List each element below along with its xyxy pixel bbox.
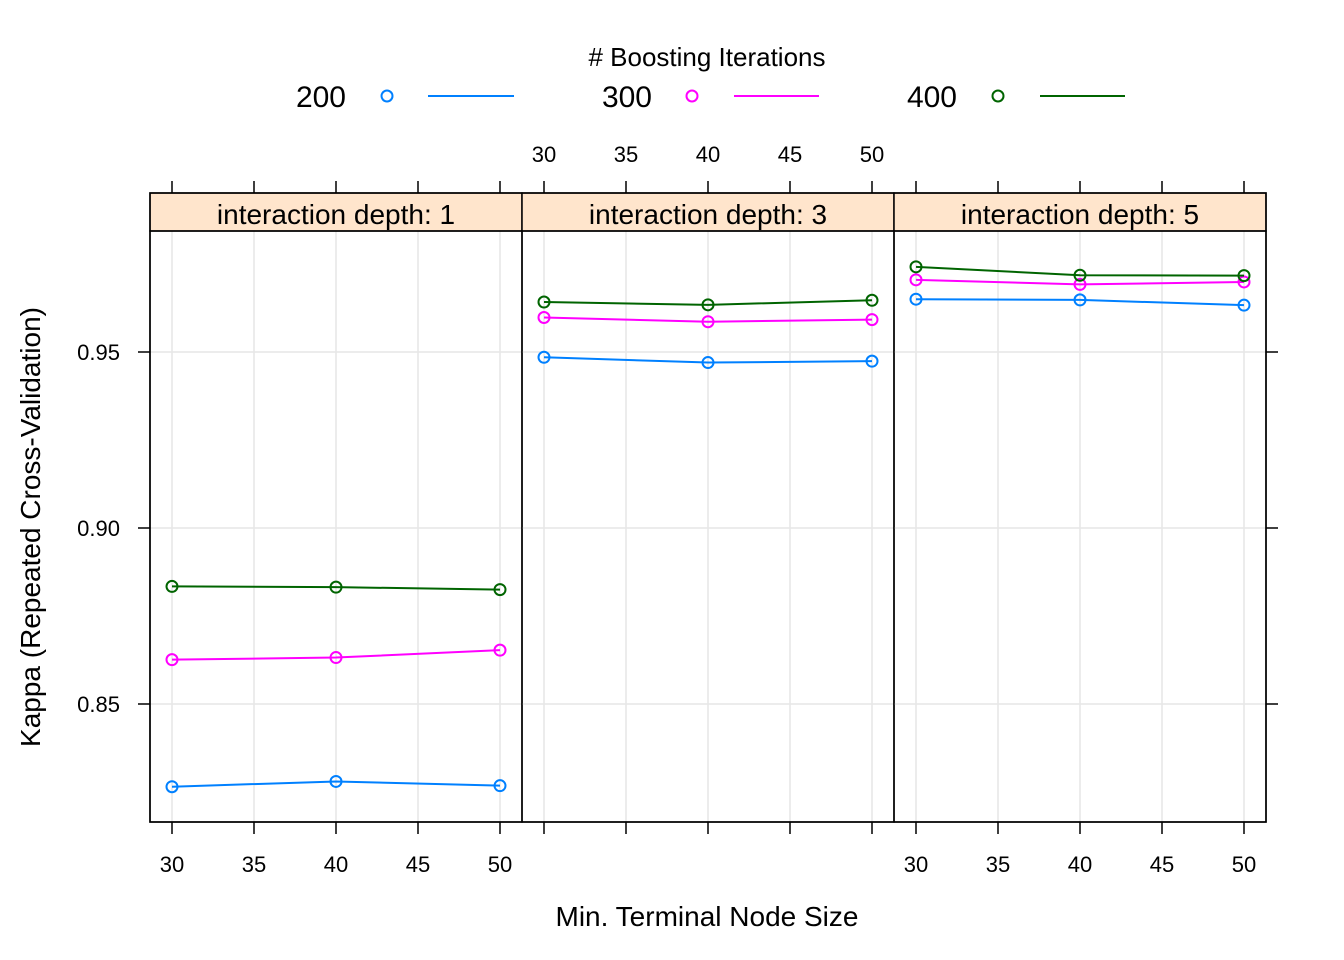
x-tick-label-bottom: 40 [324, 852, 348, 877]
legend-items: 200 300 400 [296, 81, 1125, 114]
x-tick-label-top: 50 [860, 142, 884, 167]
series-line-200 [543, 356, 873, 364]
series-line-300 [915, 278, 1245, 286]
point-300 [865, 313, 879, 327]
series-line-400 [543, 299, 873, 306]
axes: 30 35 40 45 50 30 35 40 45 50 30 35 40 45 50 0.85 0.90 0.… [77, 142, 1278, 877]
point-300 [329, 651, 343, 665]
x-tick-label-top: 35 [614, 142, 638, 167]
point-300 [165, 653, 179, 667]
x-tick-label-bottom: 50 [1232, 852, 1256, 877]
point-400 [1073, 268, 1087, 282]
x-tick-label-bottom: 30 [904, 852, 928, 877]
legend-point-300 [685, 89, 699, 103]
point-300 [1237, 275, 1251, 289]
series-line-200 [171, 780, 501, 788]
point-300 [1073, 277, 1087, 291]
strip-background [893, 192, 1267, 232]
y-tick-label: 0.90 [77, 516, 120, 541]
y-tick-label: 0.85 [77, 692, 120, 717]
series-line-400 [915, 265, 1245, 277]
point-400 [165, 579, 179, 593]
x-tick-label-bottom: 45 [1150, 852, 1174, 877]
point-200 [909, 292, 923, 306]
point-300 [701, 315, 715, 329]
x-tick-label-bottom: 45 [406, 852, 430, 877]
point-400 [909, 260, 923, 274]
point-300 [909, 273, 923, 287]
x-tick-label-top: 40 [696, 142, 720, 167]
legend-label-300: 300 [602, 81, 652, 114]
x-tick-label-bottom: 30 [160, 852, 184, 877]
strip-label: interaction depth: 5 [961, 199, 1199, 230]
x-tick-label-bottom: 40 [1068, 852, 1092, 877]
point-400 [865, 293, 879, 307]
x-tick-label-bottom: 35 [242, 852, 266, 877]
point-400 [537, 295, 551, 309]
legend-point-400 [991, 89, 1005, 103]
strip-label: interaction depth: 3 [589, 199, 827, 230]
point-200 [537, 350, 551, 364]
point-200 [1073, 293, 1087, 307]
point-200 [701, 356, 715, 370]
series-line-300 [171, 649, 501, 661]
series-line-400 [171, 585, 501, 591]
point-200 [493, 779, 507, 793]
x-tick-label-top: 45 [778, 142, 802, 167]
x-tick-label-bottom: 50 [488, 852, 512, 877]
x-tick-label-top: 30 [532, 142, 556, 167]
point-400 [701, 298, 715, 312]
strip-background [521, 192, 895, 232]
point-300 [493, 643, 507, 657]
point-400 [329, 580, 343, 594]
point-200 [865, 354, 879, 368]
series-line-300 [543, 316, 873, 323]
y-axis-title: Kappa (Repeated Cross-Validation) [15, 307, 46, 747]
legend: # Boosting Iterations 200 300 400 [296, 42, 1125, 114]
point-400 [1237, 269, 1251, 283]
legend-label-200: 200 [296, 81, 346, 114]
point-400 [493, 583, 507, 597]
panel-2: interaction depth: 3 [521, 192, 895, 823]
series-line-200 [915, 298, 1245, 307]
strip-label: interaction depth: 1 [217, 199, 455, 230]
point-200 [329, 774, 343, 788]
point-200 [165, 780, 179, 794]
point-200 [1237, 298, 1251, 312]
legend-label-400: 400 [907, 81, 957, 114]
legend-point-200 [380, 89, 394, 103]
x-axis-title: Min. Terminal Node Size [556, 901, 859, 932]
point-300 [537, 311, 551, 325]
y-tick-label: 0.95 [77, 340, 120, 365]
x-tick-label-bottom: 35 [986, 852, 1010, 877]
panel-3: interaction depth: 5 [893, 192, 1267, 823]
legend-title: # Boosting Iterations [588, 42, 825, 72]
